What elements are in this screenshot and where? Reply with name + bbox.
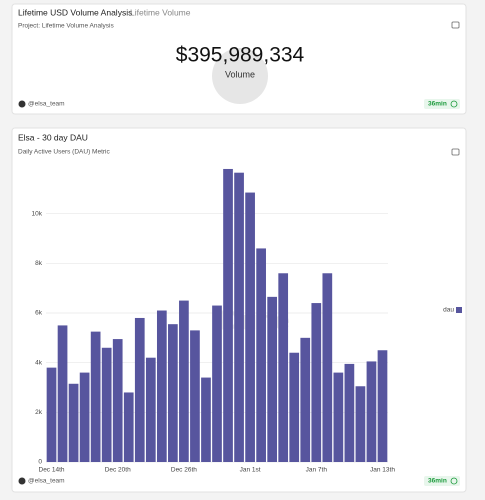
bar (168, 324, 178, 462)
age-badge (424, 476, 460, 486)
panel-title: Elsa - 30 day DAU (18, 132, 88, 142)
y-tick-label: 10k (32, 210, 43, 217)
x-tick-label: Jan 13th (370, 467, 395, 474)
legend-label: dau (443, 307, 454, 314)
bar (333, 372, 344, 462)
bar (212, 305, 222, 462)
bar (145, 357, 156, 462)
legend-swatch (456, 307, 462, 313)
age: 36min (428, 101, 447, 108)
bar (46, 367, 57, 462)
bar (101, 347, 112, 462)
bar (201, 377, 211, 462)
x-tick-label: Dec 26th (171, 467, 197, 474)
bar (223, 168, 233, 462)
author[interactable]: @elsa_team (28, 478, 65, 485)
bar (344, 363, 355, 462)
y-tick-label: 0 (38, 459, 42, 466)
bar (57, 325, 68, 462)
bar (278, 273, 289, 462)
check-icon (450, 477, 458, 485)
bar (156, 310, 167, 462)
avatar (18, 100, 26, 108)
author[interactable]: @elsa_team (28, 101, 65, 108)
panel-tab[interactable]: Lifetime Volume (130, 7, 191, 17)
comment-icon[interactable] (451, 21, 460, 29)
y-tick-label: 8k (35, 260, 43, 267)
age: 36min (428, 478, 447, 485)
counter-label: Volume (225, 69, 255, 79)
age-badge (424, 99, 460, 109)
bar (256, 248, 266, 462)
bar (289, 352, 300, 462)
x-tick-label: Dec 14th (39, 467, 65, 474)
bar (366, 361, 377, 462)
panel-subtitle: Daily Active Users (DAU) Metric (18, 149, 110, 156)
comment-icon[interactable] (451, 148, 460, 156)
bar (112, 339, 123, 462)
x-tick-label: Dec 20th (105, 467, 131, 474)
panel-title: Lifetime USD Volume Analysis (18, 7, 132, 17)
bar (190, 330, 200, 462)
check-icon (450, 100, 458, 108)
bar (90, 331, 101, 462)
y-tick-label: 6k (35, 310, 43, 317)
bar (311, 303, 322, 462)
bar (355, 386, 366, 462)
x-tick-label: Jan 7th (306, 467, 328, 474)
bar (322, 273, 333, 462)
x-tick-label: Jan 1st (240, 467, 261, 474)
bar (134, 317, 145, 462)
y-tick-label: 2k (35, 409, 43, 416)
bar (377, 350, 388, 462)
bar (179, 300, 189, 462)
y-tick-label: 4k (35, 359, 43, 366)
counter-value: $395,989,334 (176, 44, 305, 67)
avatar (18, 477, 26, 485)
bar (267, 296, 278, 462)
bar (234, 172, 244, 463)
bar (245, 192, 255, 462)
bar (123, 392, 134, 462)
panel-subtitle: Project: Lifetime Volume Analysis (18, 23, 114, 30)
bar (300, 337, 311, 462)
bar (68, 383, 79, 462)
bar (79, 372, 90, 462)
counter-circle (212, 48, 268, 104)
